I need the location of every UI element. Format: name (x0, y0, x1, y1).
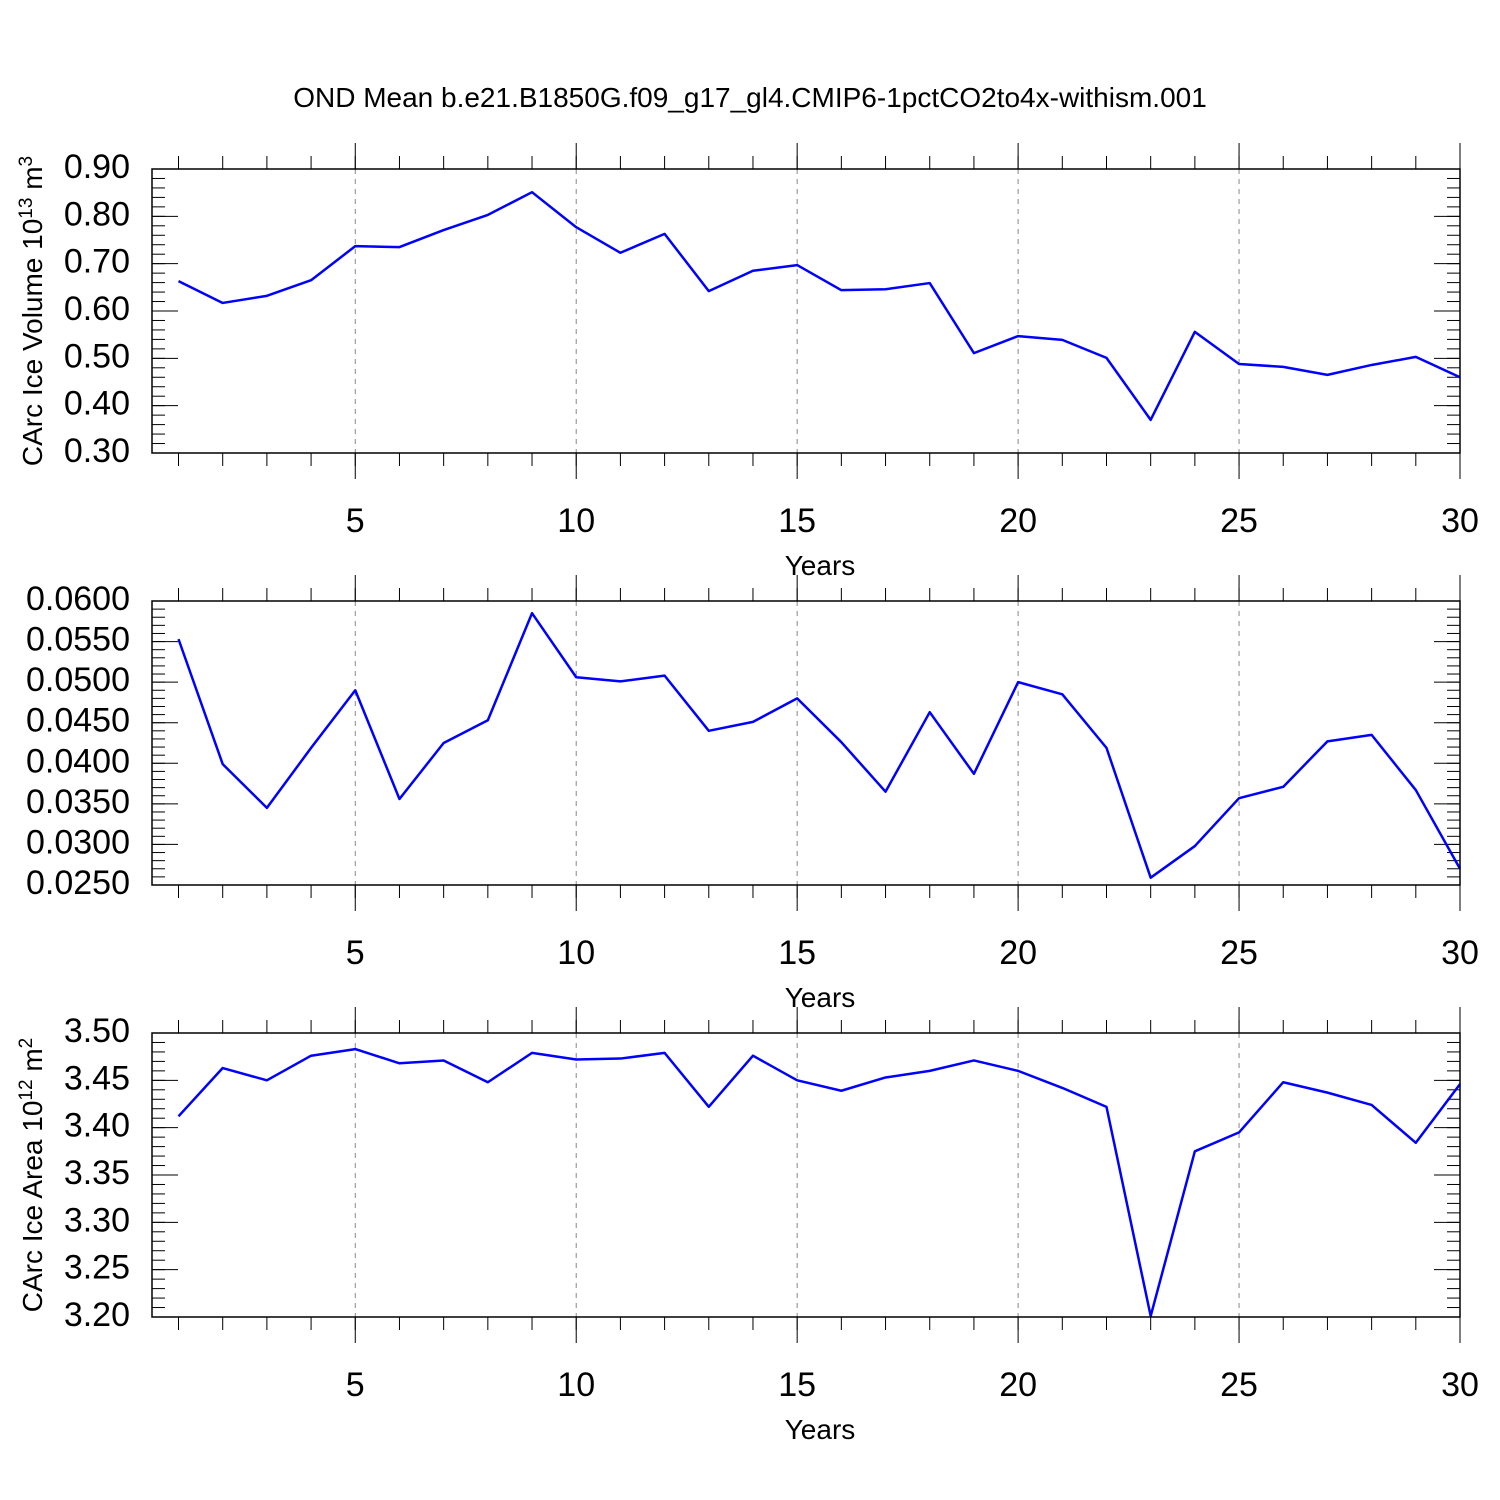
x-axis-label: Years (785, 550, 856, 581)
y-tick-label: 0.90 (64, 148, 130, 186)
y-tick-label: 3.25 (64, 1249, 130, 1287)
y-tick-label: 3.20 (64, 1296, 130, 1334)
data-line (177, 611, 1462, 879)
figure-title: OND Mean b.e21.B1850G.f09_g17_gl4.CMIP6-… (293, 82, 1207, 113)
x-tick-label: 25 (1220, 502, 1258, 540)
panel: 5 10 15 20 25 30 0.02500.03000.03500.04000.045… (26, 575, 1479, 1013)
y-axis-label: CArc Ice Area 1012 m2 (16, 1038, 49, 1312)
y-tick-label: 0.0500 (26, 661, 130, 699)
y-tick-label: 3.45 (64, 1059, 130, 1097)
y-tick-label: 0.60 (64, 290, 130, 328)
x-tick-label: 5 (346, 934, 365, 972)
x-tick-label: 30 (1441, 934, 1479, 972)
y-label-exponent: 3 (16, 156, 37, 167)
y-tick-label: 0.0300 (26, 823, 130, 861)
y-tick-label: 0.0350 (26, 783, 130, 821)
x-tick-label: 20 (999, 934, 1037, 972)
x-tick-label: 5 (346, 502, 365, 540)
x-tick-label: 10 (557, 502, 595, 540)
y-tick-label: 3.40 (64, 1107, 130, 1145)
y-label-exponent: 2 (16, 1038, 37, 1049)
y-label-exponent: 13 (16, 198, 37, 219)
y-tick-label: 0.50 (64, 337, 130, 375)
plot-frame (151, 1032, 1461, 1318)
y-label-text: m (17, 1048, 48, 1079)
y-tick-label: 0.40 (64, 385, 130, 423)
x-tick-label: 25 (1220, 1366, 1258, 1404)
x-tick-label: 5 (346, 1366, 365, 1404)
x-tick-label: 10 (557, 1366, 595, 1404)
data-line (177, 190, 1461, 422)
x-axis-label: Years (785, 982, 856, 1013)
x-tick-label: 20 (999, 1366, 1037, 1404)
x-tick-label: 10 (557, 934, 595, 972)
x-tick-label: 30 (1441, 502, 1479, 540)
x-tick-label: 15 (778, 934, 816, 972)
y-label-text: CArc Ice Area 10 (17, 1101, 48, 1313)
plot-frame (151, 600, 1461, 886)
x-tick-label: 30 (1441, 1366, 1479, 1404)
plot-frame (151, 168, 1461, 454)
y-tick-label: 0.0250 (26, 864, 130, 902)
panel: 5 10 15 20 25 30 0.30 0.40 0.50 0.60 0.70 0.80 0.90 Y… (16, 143, 1479, 581)
y-axis-label: CArc Ice Volume 1013 m3 (16, 156, 49, 466)
y-tick-label: 0.80 (64, 195, 130, 233)
y-tick-label: 0.0550 (26, 621, 130, 659)
data-line (177, 1047, 1461, 1318)
y-tick-label: 0.0600 (26, 580, 130, 618)
y-label-text: CArc Ice Volume 10 (17, 219, 48, 466)
y-tick-label: 0.0450 (26, 702, 130, 740)
x-tick-label: 15 (778, 1366, 816, 1404)
y-label-exponent: 12 (16, 1079, 37, 1100)
x-tick-label: 15 (778, 502, 816, 540)
y-tick-label: 3.30 (64, 1201, 130, 1239)
y-tick-label: 3.35 (64, 1154, 130, 1192)
y-label-text: m (17, 166, 48, 197)
y-tick-label: 0.30 (64, 432, 130, 470)
x-tick-label: 25 (1220, 934, 1258, 972)
panel: 5 10 15 20 25 30 3.20 3.25 3.30 3.35 3.40 3.45 3.50 Y… (16, 1007, 1479, 1445)
x-tick-label: 20 (999, 502, 1037, 540)
x-axis-label: Years (785, 1414, 856, 1445)
y-tick-label: 0.0400 (26, 742, 130, 780)
y-tick-label: 0.70 (64, 243, 130, 281)
y-tick-label: 3.50 (64, 1012, 130, 1050)
